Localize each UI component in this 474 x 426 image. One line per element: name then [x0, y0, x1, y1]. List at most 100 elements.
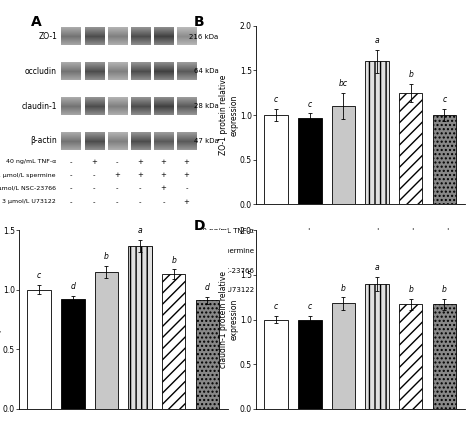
Text: -: -: [139, 185, 142, 191]
Text: -: -: [341, 227, 344, 236]
Text: +: +: [161, 172, 166, 178]
Text: +: +: [161, 159, 166, 165]
Text: -: -: [70, 159, 72, 165]
Text: 64 kDa: 64 kDa: [194, 69, 219, 75]
Y-axis label: claudin-1 protein relative
expression: claudin-1 protein relative expression: [219, 271, 238, 368]
Text: d: d: [70, 282, 75, 291]
Bar: [61, 299, 84, 409]
Text: a: a: [375, 36, 379, 45]
Text: -: -: [376, 286, 379, 295]
Text: +: +: [137, 172, 143, 178]
Text: -: -: [139, 199, 142, 205]
Text: b: b: [408, 70, 413, 79]
Text: +: +: [409, 247, 416, 256]
Bar: [433, 115, 456, 204]
Text: 0.1 μmol/L spermine: 0.1 μmol/L spermine: [0, 173, 56, 178]
Bar: [95, 272, 118, 409]
Y-axis label: ZO-1 protein relative
expression: ZO-1 protein relative expression: [219, 75, 238, 155]
Text: 47 kDa: 47 kDa: [194, 138, 219, 144]
Text: bc: bc: [339, 79, 348, 88]
Text: 28 kDa: 28 kDa: [194, 103, 219, 109]
Text: +: +: [161, 185, 166, 191]
Bar: [399, 304, 422, 409]
Text: -: -: [341, 286, 344, 295]
Text: +: +: [444, 286, 450, 295]
Text: b: b: [341, 284, 346, 293]
Text: -: -: [272, 286, 275, 295]
Text: b: b: [104, 252, 109, 262]
Text: +: +: [137, 159, 143, 165]
Text: +: +: [183, 199, 190, 205]
Text: +: +: [114, 172, 120, 178]
Bar: [365, 284, 389, 409]
Text: 40 ng/mL TNF-α: 40 ng/mL TNF-α: [6, 159, 56, 164]
Text: A: A: [31, 14, 42, 29]
Text: b: b: [442, 285, 447, 294]
Text: occludin: occludin: [25, 67, 57, 76]
Bar: [332, 106, 355, 204]
Text: c: c: [308, 302, 312, 311]
Text: -: -: [93, 199, 95, 205]
Bar: [332, 303, 355, 409]
Y-axis label: occludin protein relative
expression: occludin protein relative expression: [0, 273, 1, 366]
Text: ZO-1: ZO-1: [38, 32, 57, 41]
Text: c: c: [442, 95, 447, 104]
Text: -: -: [307, 247, 310, 256]
Bar: [128, 245, 152, 409]
Text: -: -: [446, 266, 448, 275]
Text: +: +: [91, 159, 97, 165]
Text: +: +: [444, 227, 450, 236]
Bar: [433, 304, 456, 409]
Bar: [264, 320, 288, 409]
Text: -: -: [272, 266, 275, 275]
Text: β-actin: β-actin: [30, 136, 57, 145]
Text: -: -: [116, 159, 118, 165]
Text: -: -: [341, 266, 344, 275]
Text: 40 ng/mL TNF-α: 40 ng/mL TNF-α: [198, 228, 254, 234]
Text: 3 μmol/L U73122: 3 μmol/L U73122: [194, 288, 254, 294]
Text: 160 μmol/L NSC-23766: 160 μmol/L NSC-23766: [0, 186, 56, 191]
Text: -: -: [272, 247, 275, 256]
Text: a: a: [138, 226, 142, 235]
Bar: [298, 118, 321, 204]
Text: +: +: [374, 247, 381, 256]
Text: d: d: [205, 283, 210, 292]
Text: +: +: [444, 247, 450, 256]
Text: -: -: [185, 185, 188, 191]
Text: a: a: [375, 263, 379, 272]
Text: B: B: [193, 15, 204, 29]
Text: -: -: [93, 185, 95, 191]
Text: +: +: [374, 227, 381, 236]
Text: 160 μmol/L NSC-23766: 160 μmol/L NSC-23766: [173, 268, 254, 273]
Text: +: +: [340, 247, 346, 256]
Text: -: -: [376, 266, 379, 275]
Text: -: -: [70, 172, 72, 178]
Text: -: -: [70, 185, 72, 191]
Text: b: b: [408, 285, 413, 294]
Text: -: -: [272, 227, 275, 236]
Bar: [27, 290, 51, 409]
Bar: [399, 92, 422, 204]
Text: -: -: [307, 286, 310, 295]
Bar: [365, 61, 389, 204]
Text: -: -: [116, 185, 118, 191]
Text: 0.1 μmol/L spermine: 0.1 μmol/L spermine: [182, 248, 254, 254]
Text: c: c: [274, 302, 278, 311]
Text: +: +: [409, 266, 416, 275]
Text: -: -: [411, 286, 414, 295]
Text: -: -: [116, 199, 118, 205]
Text: claudin-1: claudin-1: [22, 102, 57, 111]
Text: +: +: [183, 172, 190, 178]
Text: c: c: [274, 95, 278, 104]
Text: -: -: [307, 266, 310, 275]
Text: -: -: [162, 199, 165, 205]
Bar: [264, 115, 288, 204]
Text: +: +: [409, 227, 416, 236]
Text: 3 μmol/L U73122: 3 μmol/L U73122: [2, 199, 56, 204]
Bar: [298, 320, 321, 409]
Text: b: b: [171, 256, 176, 265]
Text: +: +: [183, 159, 190, 165]
Bar: [196, 300, 219, 409]
Text: 216 kDa: 216 kDa: [189, 34, 219, 40]
Bar: [162, 274, 185, 409]
